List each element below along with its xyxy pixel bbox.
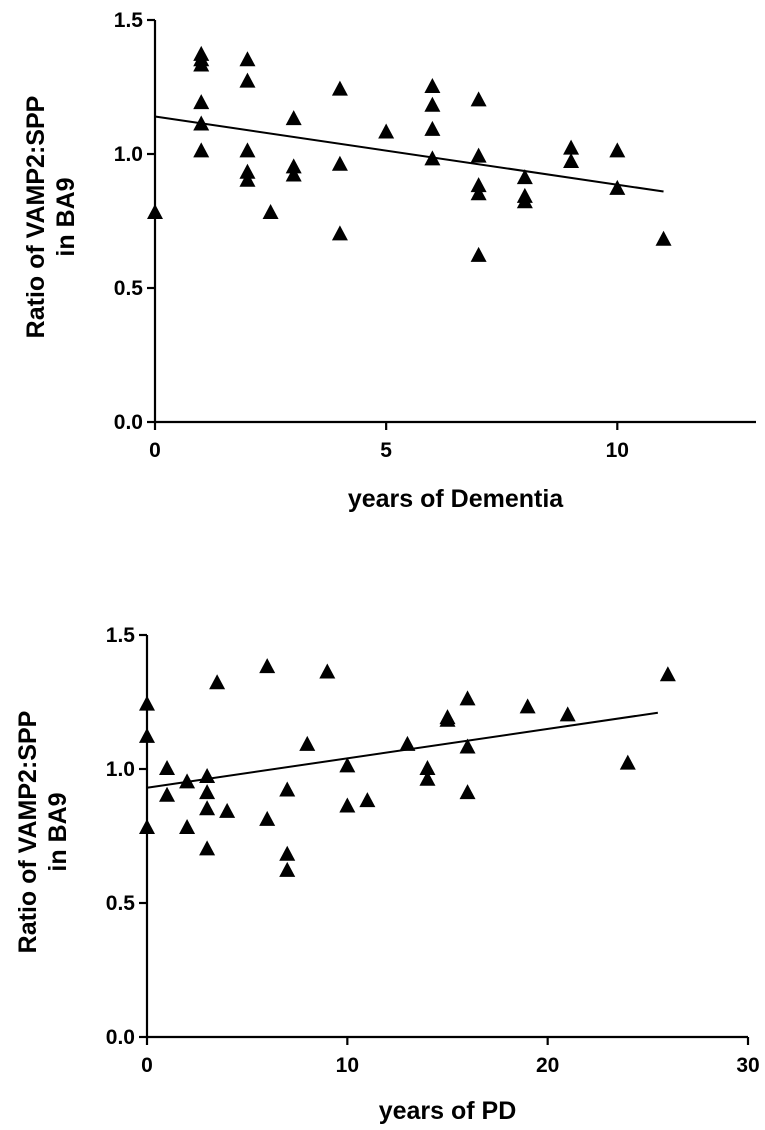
data-point xyxy=(378,123,395,139)
y-axis-label-line: in BA9 xyxy=(52,177,80,256)
data-point xyxy=(193,142,210,158)
data-point xyxy=(659,666,676,682)
data-point xyxy=(147,203,163,219)
y-tick-label: 0.5 xyxy=(106,892,136,915)
x-tick-label: 0 xyxy=(141,1054,153,1077)
y-axis-label-line: in BA9 xyxy=(44,792,72,871)
y-tick-label: 1.5 xyxy=(114,9,144,32)
data-point xyxy=(563,153,580,169)
y-axis-label-line: Ratio of VAMP2:SPP xyxy=(22,96,50,339)
data-point xyxy=(439,711,456,727)
x-tick-label: 0 xyxy=(149,439,161,462)
data-point xyxy=(519,698,536,714)
x-tick-label: 10 xyxy=(336,1054,359,1077)
data-point xyxy=(424,120,441,136)
data-point xyxy=(285,110,302,126)
data-point xyxy=(609,142,626,158)
data-point xyxy=(424,150,441,166)
data-point xyxy=(159,760,176,775)
data-point xyxy=(199,768,216,784)
data-point xyxy=(285,158,302,174)
y-tick-label: 0.0 xyxy=(106,1026,135,1049)
data-point xyxy=(139,695,155,711)
data-point xyxy=(299,735,316,751)
data-point xyxy=(179,818,196,834)
fit-line xyxy=(154,115,664,193)
data-point xyxy=(359,792,376,808)
y-axis-label-line: Ratio of VAMP2:SPP xyxy=(14,711,42,954)
data-point xyxy=(139,818,155,834)
data-point xyxy=(259,810,276,826)
data-point xyxy=(199,784,216,800)
data-point xyxy=(279,781,296,797)
dementia-scatter-panel: 0.0 0.5 1.0 1.5 0 5 10 years of Dementia Ratio o… xyxy=(22,9,756,513)
data-point xyxy=(516,169,533,185)
data-point xyxy=(559,706,576,722)
data-point xyxy=(424,96,441,112)
data-point xyxy=(331,80,348,96)
data-point xyxy=(339,757,356,773)
pd-scatter-panel: 0.0 0.5 1.0 1.5 0 10 20 30 years of PD Ratio of V… xyxy=(14,624,760,1125)
x-tick-label: 30 xyxy=(736,1054,759,1077)
data-point xyxy=(339,797,356,813)
data-point xyxy=(459,690,476,706)
data-point xyxy=(319,663,336,679)
data-point xyxy=(331,225,348,241)
data-point xyxy=(239,163,256,179)
data-point xyxy=(193,115,210,131)
y-tick-label: 0.0 xyxy=(114,411,143,434)
data-point xyxy=(193,56,210,72)
data-point xyxy=(459,784,476,800)
data-point xyxy=(470,147,487,163)
data-point xyxy=(470,91,487,107)
data-point xyxy=(609,179,626,195)
data-point xyxy=(285,166,302,182)
data-point xyxy=(470,177,487,193)
x-axis-label: years of Dementia xyxy=(348,485,564,513)
y-tick-label: 1.0 xyxy=(106,758,135,781)
data-point xyxy=(399,735,416,751)
data-point xyxy=(262,203,279,219)
data-point xyxy=(259,658,276,674)
data-point xyxy=(179,773,196,789)
data-point xyxy=(419,760,436,775)
x-tick-label: 10 xyxy=(606,439,629,462)
y-tick-label: 0.5 xyxy=(114,277,144,300)
data-point xyxy=(516,193,533,209)
data-point xyxy=(239,51,256,67)
data-point xyxy=(470,246,487,262)
data-point xyxy=(470,185,487,201)
data-point xyxy=(209,674,226,690)
x-tick-label: 20 xyxy=(536,1054,559,1077)
data-point xyxy=(563,139,580,155)
x-axis-label: years of PD xyxy=(379,1097,517,1125)
data-point xyxy=(459,738,476,754)
y-axis-label: Ratio of VAMP2:SPPin BA9 xyxy=(14,711,72,954)
data-point xyxy=(419,770,436,786)
y-axis-label: Ratio of VAMP2:SPPin BA9 xyxy=(22,96,80,339)
y-tick-label: 1.5 xyxy=(106,624,136,647)
data-point xyxy=(424,78,441,93)
data-point xyxy=(159,786,176,802)
data-point xyxy=(199,840,216,856)
data-point xyxy=(331,155,348,171)
data-point xyxy=(199,800,216,816)
data-point xyxy=(239,171,256,187)
data-point xyxy=(239,142,256,158)
data-point xyxy=(655,230,672,246)
data-point xyxy=(619,754,636,770)
data-point xyxy=(239,72,256,88)
data-point xyxy=(193,94,210,110)
data-point xyxy=(279,845,296,861)
data-point xyxy=(139,727,155,743)
data-point xyxy=(279,861,296,877)
x-tick-label: 5 xyxy=(380,439,392,462)
y-tick-label: 1.0 xyxy=(114,143,143,166)
data-point xyxy=(219,802,236,818)
